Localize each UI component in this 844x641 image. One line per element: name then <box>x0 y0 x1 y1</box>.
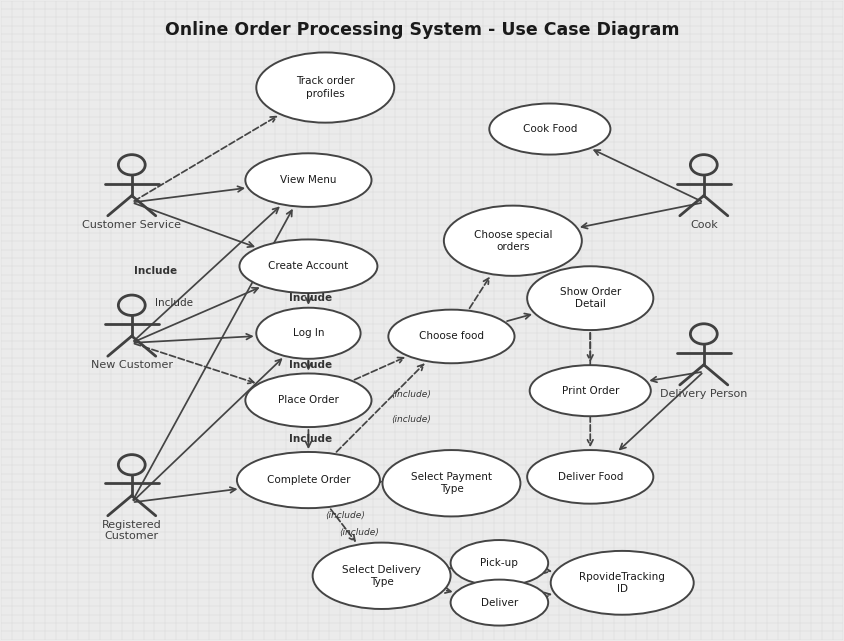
Ellipse shape <box>451 579 549 626</box>
Text: Deliver Food: Deliver Food <box>558 472 623 482</box>
Text: Online Order Processing System - Use Case Diagram: Online Order Processing System - Use Cas… <box>165 21 679 39</box>
Text: View Menu: View Menu <box>280 175 337 185</box>
Text: Include: Include <box>154 297 192 308</box>
Text: New Customer: New Customer <box>91 360 173 370</box>
Text: ⟨include⟩: ⟨include⟩ <box>325 511 365 520</box>
Text: Cook: Cook <box>690 220 717 230</box>
Text: Place Order: Place Order <box>278 395 339 405</box>
Text: Choose special
orders: Choose special orders <box>473 229 552 252</box>
Text: Pick-up: Pick-up <box>480 558 518 568</box>
Text: Complete Order: Complete Order <box>267 475 350 485</box>
Ellipse shape <box>257 308 360 359</box>
Text: Include: Include <box>289 360 333 370</box>
Ellipse shape <box>490 103 610 154</box>
Ellipse shape <box>246 374 371 427</box>
Text: Print Order: Print Order <box>561 386 619 395</box>
Ellipse shape <box>528 450 653 504</box>
Text: Registered
Customer: Registered Customer <box>102 520 162 542</box>
Text: Cook Food: Cook Food <box>522 124 577 134</box>
Ellipse shape <box>451 540 549 586</box>
Text: Include: Include <box>289 293 333 303</box>
Text: Deliver: Deliver <box>481 597 518 608</box>
Text: Select Payment
Type: Select Payment Type <box>411 472 492 494</box>
Text: Include: Include <box>289 433 333 444</box>
Ellipse shape <box>550 551 694 615</box>
Text: ⟨include⟩: ⟨include⟩ <box>339 528 379 537</box>
Ellipse shape <box>528 266 653 330</box>
Text: Include: Include <box>133 266 177 276</box>
Ellipse shape <box>382 450 521 517</box>
Text: ⟨include⟩: ⟨include⟩ <box>391 415 431 424</box>
Text: Delivery Person: Delivery Person <box>660 389 748 399</box>
Text: Create Account: Create Account <box>268 262 349 271</box>
Text: ⟨include⟩: ⟨include⟩ <box>391 389 431 399</box>
Ellipse shape <box>444 206 582 276</box>
Ellipse shape <box>237 452 380 508</box>
Text: RpovideTracking
ID: RpovideTracking ID <box>579 572 665 594</box>
Ellipse shape <box>530 365 651 416</box>
Text: Show Order
Detail: Show Order Detail <box>560 287 621 310</box>
Text: Track order
profiles: Track order profiles <box>296 76 354 99</box>
Ellipse shape <box>388 310 515 363</box>
Ellipse shape <box>312 542 451 609</box>
Ellipse shape <box>246 153 371 207</box>
Text: Log In: Log In <box>293 328 324 338</box>
Text: Select Delivery
Type: Select Delivery Type <box>342 565 421 587</box>
Text: Customer Service: Customer Service <box>82 220 181 230</box>
Ellipse shape <box>240 240 377 293</box>
Text: Choose food: Choose food <box>419 331 484 342</box>
Ellipse shape <box>257 53 394 122</box>
